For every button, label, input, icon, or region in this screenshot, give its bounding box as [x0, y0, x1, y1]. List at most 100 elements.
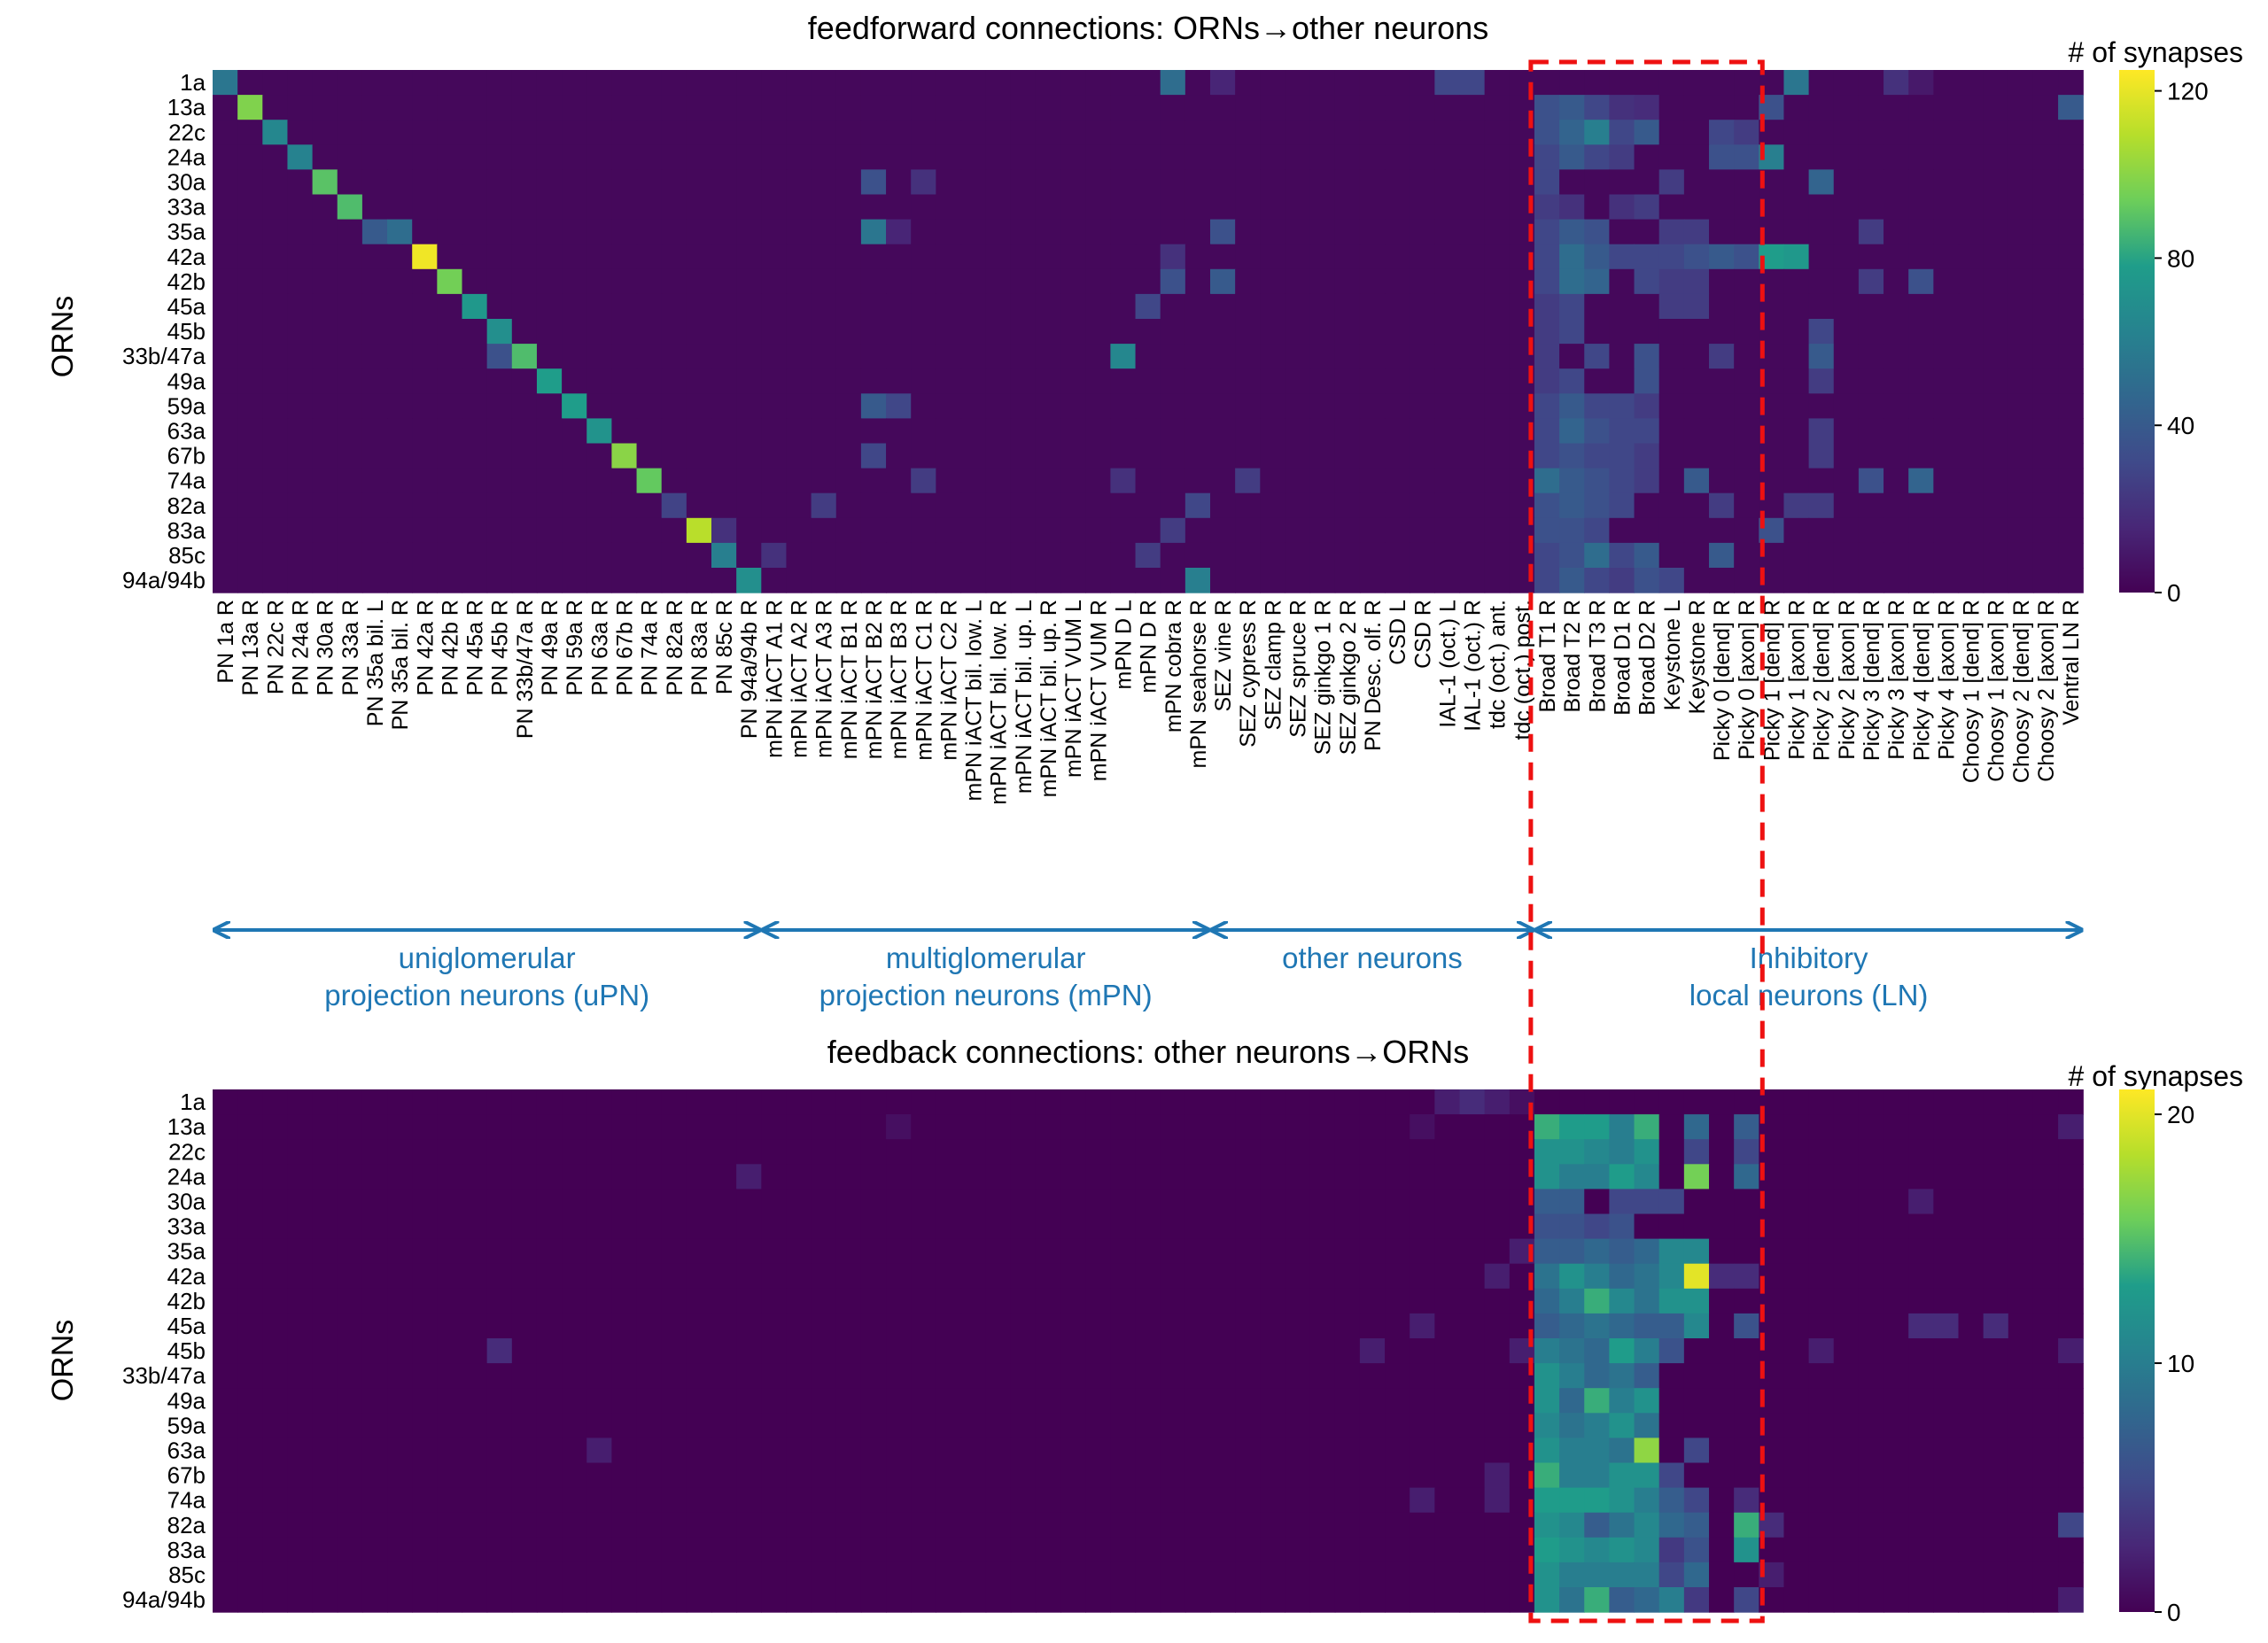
heatmap-cell — [736, 542, 762, 569]
heatmap-cell — [1584, 1388, 1610, 1414]
heatmap-cell — [1634, 1487, 1660, 1514]
heatmap-cell — [1210, 393, 1236, 419]
heatmap-cell — [1334, 1562, 1361, 1588]
heatmap-cell — [811, 517, 837, 544]
heatmap-cell — [213, 368, 238, 394]
heatmap-cell — [1359, 468, 1386, 494]
heatmap-cell — [312, 1413, 338, 1438]
heatmap-cell — [1884, 120, 1909, 145]
heatmap-cell — [1484, 443, 1511, 469]
heatmap-cell — [536, 144, 563, 170]
heatmap-cell — [1060, 368, 1086, 394]
heatmap-cell — [1385, 368, 1410, 394]
heatmap-cell — [1808, 1164, 1835, 1190]
heatmap-cell — [1658, 169, 1685, 196]
heatmap-cell — [437, 393, 463, 419]
heatmap-cell — [886, 1562, 912, 1588]
heatmap-cell — [562, 418, 587, 445]
heatmap-cell — [686, 1238, 712, 1265]
heatmap-cell — [511, 1462, 538, 1489]
heatmap-cell — [1309, 418, 1336, 445]
heatmap-cell — [1309, 1438, 1336, 1464]
heatmap-cell — [786, 120, 812, 145]
heatmap-cell — [2032, 1537, 2059, 1563]
heatmap-cell — [462, 1189, 488, 1215]
heatmap-cell — [1933, 443, 1960, 469]
row-label: 22c — [168, 1138, 206, 1165]
heatmap-cell — [361, 1089, 388, 1115]
heatmap-cell — [486, 492, 513, 519]
heatmap-cell — [2008, 517, 2034, 544]
heatmap-cell — [786, 1263, 812, 1290]
heatmap-cell — [287, 1388, 314, 1414]
heatmap-cell — [287, 1438, 314, 1464]
heatmap-cell — [1908, 268, 1934, 295]
heatmap-cell — [1210, 1363, 1236, 1389]
heatmap-cell — [985, 1089, 1012, 1115]
heatmap-cell — [1559, 1089, 1585, 1115]
heatmap-cell — [636, 1462, 663, 1489]
heatmap-cell — [1434, 1139, 1461, 1165]
heatmap-cell — [1833, 1114, 1860, 1140]
heatmap-cell — [2032, 70, 2059, 96]
heatmap-cell — [1410, 169, 1435, 196]
heatmap-cell — [1833, 1413, 1860, 1438]
heatmap-cell — [1484, 144, 1511, 170]
heatmap-cell — [213, 542, 238, 569]
heatmap-cell — [1434, 1438, 1461, 1464]
heatmap-cell — [586, 1238, 612, 1265]
heatmap-cell — [2008, 219, 2034, 245]
heatmap-cell — [562, 344, 587, 369]
heatmap-cell — [1858, 1462, 1884, 1489]
heatmap-cell — [486, 293, 513, 320]
heatmap-cell — [1858, 169, 1884, 196]
column-label: Ventral LN R — [2059, 600, 2084, 725]
heatmap-cell — [1184, 344, 1211, 369]
heatmap-cell — [437, 492, 463, 519]
heatmap-cell — [1783, 1164, 1810, 1190]
heatmap-cell — [835, 344, 862, 369]
heatmap-cell — [1908, 1164, 1934, 1190]
heatmap-cell — [1584, 120, 1610, 145]
heatmap-cell — [1160, 169, 1186, 196]
heatmap-cell — [1110, 144, 1137, 170]
heatmap-cell — [1484, 1562, 1511, 1588]
heatmap-cell — [486, 1438, 513, 1464]
heatmap-cell — [337, 1263, 363, 1290]
heatmap-cell — [1359, 492, 1386, 519]
heatmap-cell — [337, 293, 363, 320]
heatmap-cell — [1833, 95, 1860, 120]
heatmap-cell — [1434, 1238, 1461, 1265]
heatmap-cell — [835, 1512, 862, 1538]
heatmap-cell — [936, 1562, 962, 1588]
heatmap-cell — [1260, 1438, 1286, 1464]
heatmap-cell — [213, 1238, 238, 1265]
heatmap-cell — [811, 1338, 837, 1364]
heatmap-cell — [736, 344, 762, 369]
heatmap-cell — [312, 1363, 338, 1389]
heatmap-cell — [562, 319, 587, 345]
heatmap-cell — [1484, 1213, 1511, 1240]
heatmap-cell — [1434, 517, 1461, 544]
heatmap-cell — [1160, 368, 1186, 394]
heatmap-cell — [1709, 95, 1735, 120]
heatmap-cell — [1808, 1313, 1835, 1339]
heatmap-cell — [1559, 1438, 1585, 1464]
heatmap-cell — [1833, 169, 1860, 196]
heatmap-cell — [1060, 393, 1086, 419]
heatmap-cell — [611, 568, 638, 593]
heatmap-cell — [786, 368, 812, 394]
heatmap-cell — [1983, 1164, 2009, 1190]
heatmap-cell — [860, 95, 887, 120]
heatmap-cell — [1908, 244, 1934, 270]
heatmap-cell — [1534, 517, 1560, 544]
column-label: PN 59a R — [563, 600, 587, 695]
heatmap-cell — [1110, 1413, 1137, 1438]
heatmap-cell — [412, 1089, 438, 1115]
heatmap-cell — [1634, 468, 1660, 494]
heatmap-cell — [1559, 1388, 1585, 1414]
heatmap-cell — [1285, 542, 1311, 569]
heatmap-cell — [437, 1562, 463, 1588]
heatmap-cell — [1609, 1562, 1635, 1588]
heatmap-cell — [1933, 169, 1960, 196]
